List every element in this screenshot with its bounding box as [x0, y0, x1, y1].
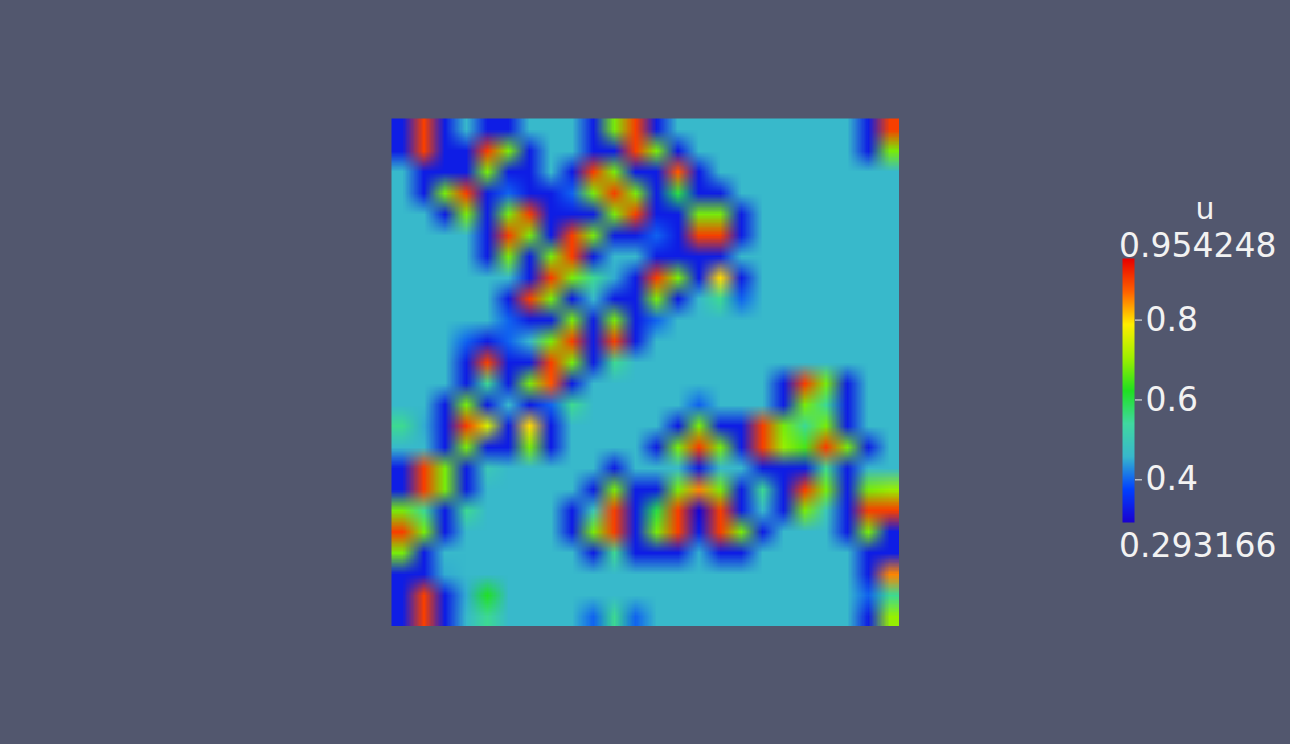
- svg-text:0.4: 0.4: [1146, 459, 1198, 498]
- svg-text:0.6: 0.6: [1146, 380, 1198, 419]
- html-text:0.293166: 0.293166: [1119, 526, 1277, 565]
- svg-text:0.8: 0.8: [1146, 300, 1198, 339]
- html-text:0.954248: 0.954248: [1119, 226, 1277, 265]
- html-text:u: u: [1195, 191, 1215, 226]
